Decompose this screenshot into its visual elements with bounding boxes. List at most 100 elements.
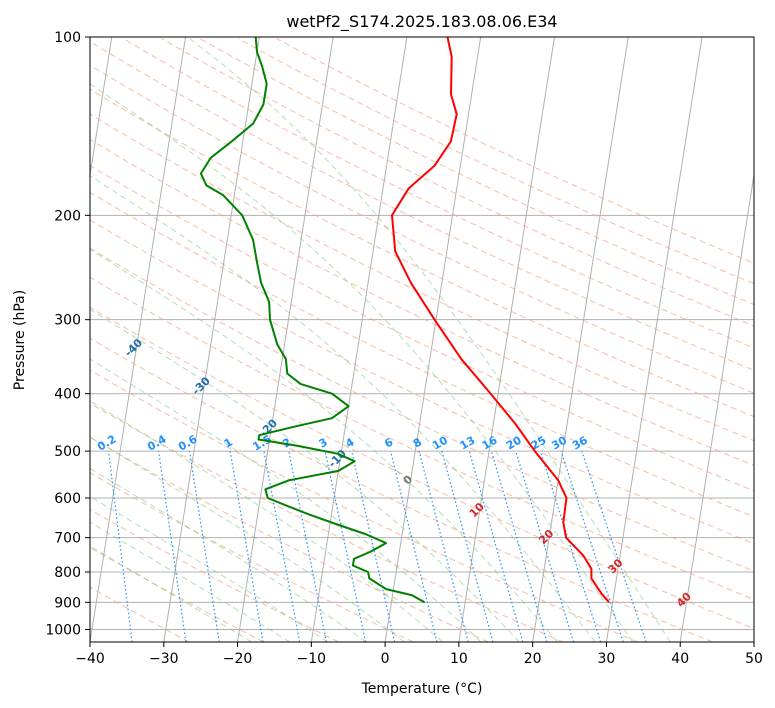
mixing-ratio-label: 25	[529, 434, 549, 453]
mixing-ratio-line	[107, 451, 133, 642]
x-tick-label: 50	[745, 651, 763, 667]
sounding-lines	[199, 37, 610, 604]
mixing-ratio-line	[560, 450, 624, 642]
dry-adiabat-line	[90, 586, 190, 642]
mixing-ratio-label: 36	[570, 433, 590, 452]
dry-adiabat-line	[90, 306, 754, 630]
y-tick-label: 500	[54, 444, 81, 460]
dry-adiabat-line	[161, 38, 754, 327]
dry-adiabat-line	[90, 40, 754, 371]
y-tick-label: 700	[54, 531, 81, 547]
x-tick-label: 0	[381, 651, 390, 667]
mixing-ratio-label: 3	[317, 436, 330, 451]
mixing-ratio-line	[288, 450, 327, 642]
temperature-profile-line	[391, 37, 610, 603]
mixing-ratio-line	[324, 450, 367, 642]
isotherm-line	[310, 37, 408, 642]
dry-adiabat-line	[90, 369, 638, 642]
mixing-ratio-label: 20	[504, 433, 524, 452]
x-tick-label: −40	[75, 651, 105, 667]
isotherm-line	[458, 37, 555, 642]
moist-adiabat-line	[90, 521, 290, 642]
x-axis-ticks: −40 −30 −20 −10 0 10 20 30 40 50	[75, 642, 763, 667]
dry-adiabat-line	[90, 113, 754, 442]
mixing-ratio-line	[158, 451, 187, 642]
dry-adiabat-label: 0	[401, 473, 416, 488]
y-tick-label: 400	[54, 387, 81, 403]
dry-adiabat-line	[90, 165, 754, 492]
isotherm-line	[605, 37, 703, 642]
x-tick-label: −10	[297, 651, 327, 667]
dry-adiabat-label: 40	[674, 590, 694, 610]
isotherm-line	[90, 37, 113, 179]
dry-adiabat-line	[90, 337, 713, 642]
moist-adiabat-line	[90, 467, 367, 642]
dry-adiabat-line	[90, 402, 564, 642]
moist-adiabat-line	[90, 436, 405, 642]
mixing-ratio-label: 16	[480, 433, 500, 452]
isotherm-line	[753, 638, 754, 642]
mixing-ratio-line	[490, 450, 548, 642]
dry-adiabat-label: -60	[0, 259, 10, 282]
x-tick-label: −30	[149, 651, 179, 667]
mixing-ratio-line	[390, 450, 438, 642]
y-axis-label: Pressure (hPa)	[12, 290, 28, 390]
mixing-ratio-line	[263, 450, 301, 642]
mixing-ratio-line	[351, 450, 396, 642]
x-axis-label: Temperature (°C)	[361, 681, 483, 697]
dry-adiabat-line	[237, 38, 754, 285]
x-tick-label: −20	[223, 651, 253, 667]
mixing-ratio-label: 0.4	[145, 432, 169, 453]
dry-adiabat-line	[90, 436, 489, 642]
moist-adiabat-line	[187, 37, 671, 642]
x-tick-label: 40	[671, 651, 689, 667]
plot-frame	[89, 36, 755, 643]
mixing-ratio-label: 8	[411, 436, 424, 451]
moist-adiabat-line	[90, 358, 482, 642]
isotherm-line	[384, 37, 482, 642]
isotherm-line	[532, 37, 629, 642]
dry-adiabat-line	[90, 472, 414, 642]
mixing-ratio-line	[515, 450, 575, 642]
dry-adiabat-line	[276, 38, 754, 264]
y-tick-label: 300	[54, 313, 81, 329]
moist-adiabat-line	[90, 175, 596, 642]
dry-adiabat-line	[90, 219, 754, 545]
dry-adiabat-line	[199, 38, 754, 306]
mixing-ratio-line	[539, 450, 602, 642]
y-tick-label: 200	[54, 208, 81, 224]
isotherm-line	[90, 37, 187, 642]
dry-adiabat-line	[90, 508, 339, 642]
dry-adiabat-line	[90, 191, 754, 518]
dry-adiabat-line	[90, 64, 754, 394]
y-tick-label: 100	[54, 30, 81, 46]
y-tick-label: 600	[54, 491, 81, 507]
x-tick-label: 20	[524, 651, 542, 667]
dry-adiabat-label: -40	[122, 336, 145, 359]
moist-adiabat-line	[90, 495, 328, 642]
moist-adiabat-line	[90, 545, 253, 642]
mixing-ratio-line	[581, 450, 647, 642]
isotherm-line	[163, 37, 260, 642]
dry-adiabat-line	[90, 247, 754, 572]
y-tick-label: 900	[54, 595, 81, 611]
mixing-ratio-label: 0.2	[95, 433, 118, 454]
plot-area	[90, 37, 754, 642]
mixing-ratio-label: 4	[343, 435, 356, 450]
dry-adiabat-line	[90, 138, 754, 466]
chart-title: wetPf2_S174.2025.183.08.06.E34	[286, 12, 557, 32]
mixing-ratio-label: 30	[549, 433, 569, 452]
x-tick-label: 30	[598, 651, 616, 667]
isotherm-line	[679, 171, 754, 642]
dry-adiabat-line	[90, 88, 754, 418]
moist-adiabat-line	[90, 83, 634, 642]
isotherm-line	[237, 37, 334, 642]
moist-adiabat-line	[90, 308, 520, 642]
y-axis-ticks: 100 200 300 400 500 600 700 800 900 1000	[45, 30, 90, 638]
y-tick-label: 1000	[45, 622, 81, 638]
mixing-ratio-label: 6	[382, 435, 395, 450]
mixing-ratio-label: 10	[430, 433, 450, 452]
mixing-ratio-line	[229, 450, 264, 642]
dewpoint-profile-line	[199, 37, 426, 604]
